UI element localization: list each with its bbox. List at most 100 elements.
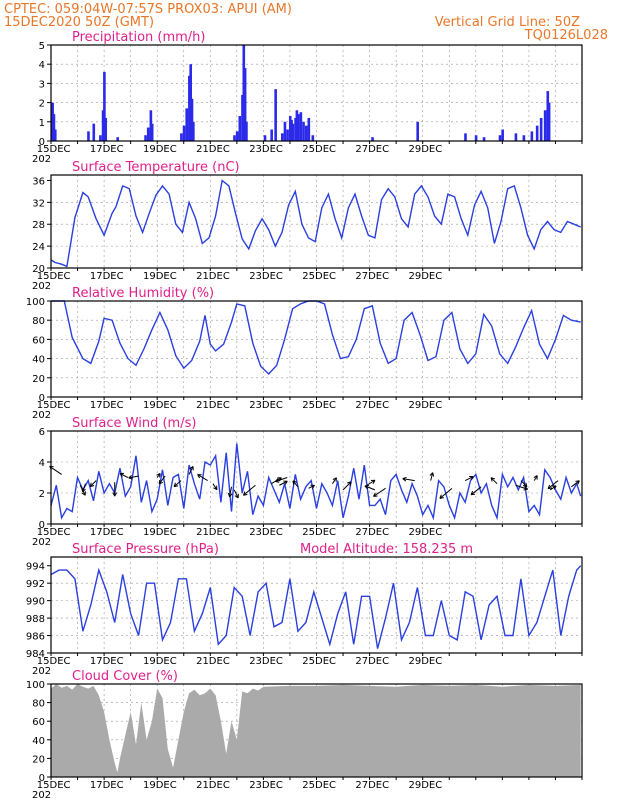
wind-arrow — [49, 465, 62, 475]
precipitation-bar — [92, 123, 96, 141]
humidity-xtick-label: 23DEC — [249, 400, 283, 411]
wind-arrow — [547, 480, 559, 489]
wind-arrow — [119, 473, 129, 478]
precipitation-bar — [180, 133, 183, 141]
cloud-cover-ytick-label: 40 — [32, 736, 45, 747]
header-station: CPTEC: 059:04W-07:57S PROX03: APUI (AM) — [4, 2, 292, 17]
wind-arrowhead — [292, 480, 297, 485]
wind-arrow — [515, 484, 528, 490]
wind-arrowhead — [332, 477, 337, 482]
pressure-title: Surface Pressure (hPa) — [72, 542, 219, 557]
wind-arrowhead — [373, 492, 378, 497]
wind-xtick-label: 21DEC — [196, 527, 230, 538]
humidity-ytick-label: 100 — [26, 297, 45, 308]
wind-arrow — [173, 480, 182, 487]
humidity-xtick-label: 25DEC — [302, 400, 336, 411]
wind-arrowhead — [274, 478, 280, 483]
wind-arrow — [549, 485, 557, 491]
precipitation-xtick-label: 23DEC — [249, 144, 283, 155]
wind-arrowhead — [402, 476, 407, 482]
wind-panel: 0 2 4 6 15DEC 17DEC 19DEC 21DEC 23DEC 25DEC 27DEC 2… — [32, 416, 583, 548]
precipitation-ytick-label: 0 — [39, 137, 45, 148]
pressure-xtick-label: 19DEC — [143, 656, 177, 667]
precipitation-bar — [263, 135, 267, 141]
wind-arrow — [292, 480, 299, 488]
header-model-code: TQ0126L028 — [524, 28, 608, 43]
wind-arrow — [308, 484, 315, 489]
wind-arrow — [212, 483, 218, 490]
temperature-panel: 20 24 28 32 36 15DEC 17DEC 19DEC 21DEC 23DEC 25DEC… — [32, 160, 583, 292]
precipitation-bar — [294, 117, 297, 141]
wind-title: Surface Wind (m/s) — [72, 416, 196, 431]
wind-arrow — [402, 478, 415, 482]
precipitation-bar — [547, 102, 551, 141]
temperature-ytick-label: 36 — [32, 176, 45, 187]
precipitation-bar — [290, 119, 293, 141]
wind-arrow — [279, 480, 288, 486]
precipitation-bar — [241, 94, 244, 141]
precipitation-year-label: 202 — [32, 154, 51, 165]
precipitation-bar — [299, 112, 303, 141]
wind-arrowhead — [128, 474, 133, 480]
pressure-panel: 984 986 988 990 992 994 15DEC 17DEC 19DEC 21DEC 23… — [26, 542, 583, 677]
wind-arrowhead — [364, 484, 369, 490]
precipitation-bar — [498, 135, 502, 141]
wind-arrowhead — [189, 465, 194, 471]
precipitation-bar — [144, 135, 147, 141]
cloud-cover-title: Cloud Cover (%) — [72, 669, 178, 684]
wind-xtick-label: 19DEC — [143, 527, 177, 538]
precipitation-bar — [149, 110, 153, 141]
temperature-ytick-label: 28 — [32, 220, 45, 231]
pressure-line — [50, 565, 582, 649]
precipitation-bar — [295, 110, 299, 141]
wind-arrowhead — [119, 472, 125, 478]
cloud-cover-xtick-label: 23DEC — [249, 780, 283, 791]
cloud-cover-xtick-label: 17DEC — [90, 780, 124, 791]
precipitation-bar — [307, 117, 311, 141]
wind-year-label: 202 — [32, 537, 51, 548]
wind-arrowhead — [552, 485, 557, 490]
precipitation-ytick-label: 2 — [39, 99, 45, 110]
temperature-title: Surface Temperature (nC) — [72, 160, 240, 175]
pressure-ytick-label: 986 — [26, 632, 45, 643]
precipitation-bar — [245, 121, 248, 141]
precipitation-bar — [464, 133, 467, 141]
wind-arrowhead — [213, 485, 218, 491]
pressure-xtick-label: 23DEC — [249, 656, 283, 667]
precipitation-bar — [188, 75, 191, 141]
wind-arrowhead — [523, 485, 528, 491]
temperature-year-label: 202 — [32, 281, 51, 292]
pressure-xtick-label: 25DEC — [302, 656, 336, 667]
precipitation-xtick-label: 29DEC — [408, 144, 442, 155]
pressure-xtick-label: 15DEC — [37, 656, 71, 667]
wind-arrow — [490, 477, 498, 485]
wind-arrow — [89, 480, 97, 487]
humidity-panel: 0 20 40 60 80 100 15DEC 17DEC 19DEC 21DEC 23DEC 25D… — [26, 286, 583, 421]
precipitation-ytick-label: 3 — [39, 79, 45, 90]
temperature-xtick-label: 15DEC — [37, 271, 71, 282]
wind-arrow — [82, 483, 86, 492]
precipitation-bar — [104, 117, 108, 141]
wind-arrowhead — [575, 480, 580, 485]
cloud-cover-area — [51, 684, 581, 777]
cloud-cover-xtick-label: 27DEC — [355, 780, 389, 791]
cloud-cover-xtick-label: 25DEC — [302, 780, 336, 791]
precipitation-bar — [311, 135, 315, 141]
wind-arrowhead — [469, 475, 474, 481]
wind-arrowhead — [370, 479, 376, 484]
wind-arrow — [439, 487, 453, 499]
wind-arrowhead — [283, 480, 288, 485]
humidity-xtick-label: 19DEC — [143, 400, 177, 411]
wind-arrow — [158, 475, 166, 485]
precipitation-ytick-label: 1 — [39, 118, 45, 129]
precipitation-bar — [87, 131, 90, 141]
cloud-cover-xtick-label: 19DEC — [143, 780, 177, 791]
wind-arrowhead — [173, 482, 179, 488]
wind-arrowhead — [81, 491, 86, 496]
wind-arrow — [128, 475, 139, 479]
precipitation-ytick-label: 5 — [39, 41, 45, 52]
pressure-xtick-label: 29DEC — [408, 656, 442, 667]
wind-arrow — [430, 472, 434, 481]
precipitation-bar — [53, 129, 57, 141]
wind-arrowhead — [533, 475, 538, 480]
